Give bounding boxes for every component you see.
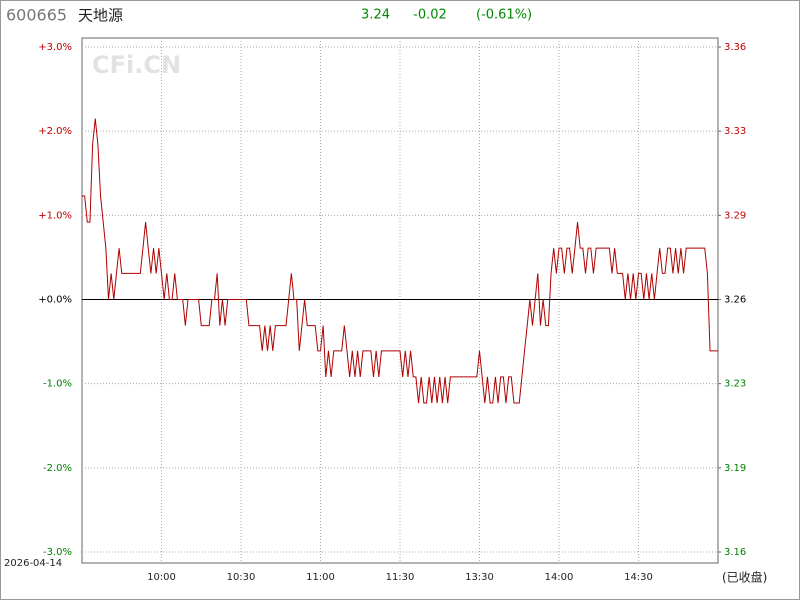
y-tick-label: -1.0% (43, 379, 72, 390)
y2-tick-label: 3.26 (724, 295, 746, 306)
stock-name: 天地源 (78, 7, 123, 25)
x-tick-label: 11:00 (306, 572, 335, 583)
status: (已收盘) (722, 570, 767, 585)
stock-code: 600665 (6, 6, 67, 25)
x-tick-label: 10:00 (147, 572, 176, 583)
change-pct: (-0.61%) (476, 8, 532, 23)
y2-tick-label: 3.29 (724, 210, 746, 221)
y-tick-label: +0.0% (38, 295, 72, 306)
x-tick-label: 14:00 (545, 572, 574, 583)
y-tick-label: +3.0% (38, 42, 72, 53)
y2-tick-label: 3.16 (724, 547, 746, 558)
y-tick-label: +2.0% (38, 126, 72, 137)
watermark: CFi.CN (92, 51, 181, 79)
y-tick-label: +1.0% (38, 210, 72, 221)
change: -0.02 (413, 8, 447, 23)
date: 2026-04-14 (4, 558, 62, 569)
y-tick-label: -3.0% (43, 547, 72, 558)
price-line (82, 118, 718, 404)
y2-tick-label: 3.23 (724, 379, 746, 390)
y2-tick-label: 3.19 (724, 463, 746, 474)
x-tick-label: 13:30 (465, 572, 494, 583)
x-tick-label: 11:30 (386, 572, 415, 583)
y2-tick-label: 3.36 (724, 42, 746, 53)
price: 3.24 (361, 8, 390, 23)
x-tick-label: 10:30 (227, 572, 256, 583)
y-tick-label: -2.0% (43, 463, 72, 474)
y2-tick-label: 3.33 (724, 126, 746, 137)
x-tick-label: 14:30 (624, 572, 653, 583)
